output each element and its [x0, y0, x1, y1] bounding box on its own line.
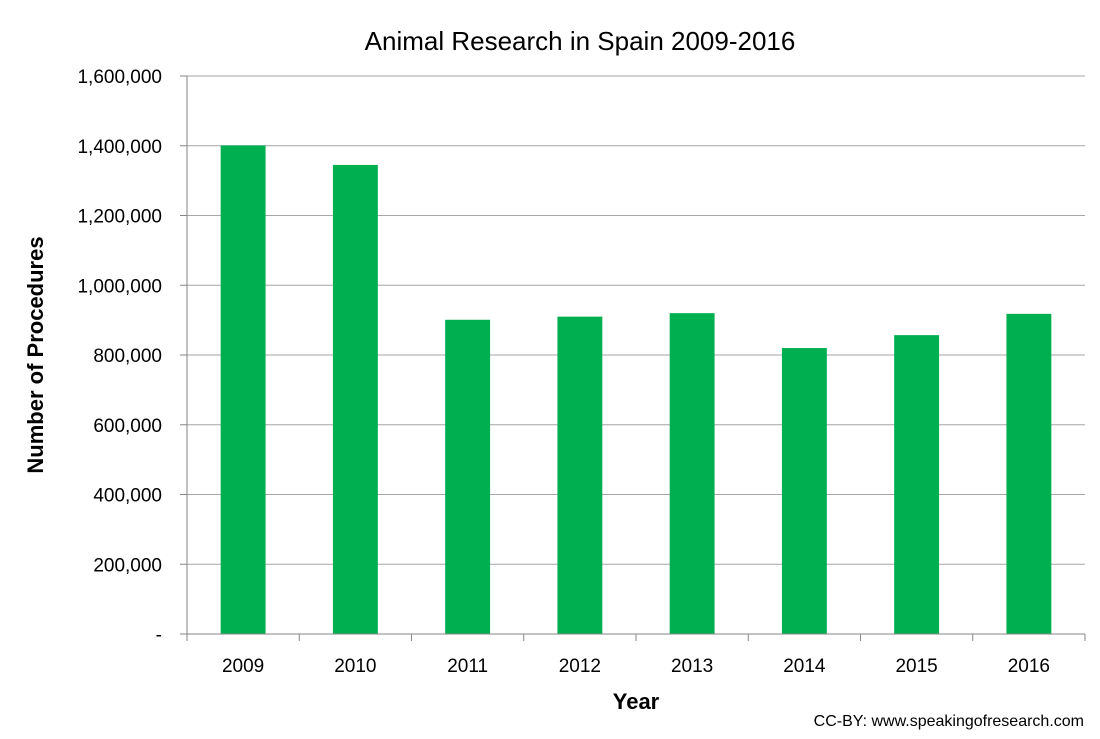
bar-2010: [332, 164, 378, 634]
bar-2014: [781, 348, 827, 634]
x-tick-label: 2016: [1008, 656, 1050, 677]
bars: [220, 145, 1052, 634]
bar-2013: [669, 313, 715, 634]
y-tick-label: -: [156, 625, 162, 646]
y-axis-ticks: - 200,000 400,000 600,000 800,000 1,000,000 1,…: [77, 67, 187, 646]
x-tick-label: 2014: [783, 656, 826, 677]
x-tick-label: 2010: [334, 656, 376, 677]
y-axis-title: Number of Procedures: [23, 236, 48, 473]
x-tick-label: 2012: [559, 656, 601, 677]
x-tick-label: 2009: [222, 656, 264, 677]
bar-2012: [557, 316, 603, 634]
y-tick-label: 800,000: [93, 346, 162, 367]
y-tick-label: 400,000: [93, 486, 162, 507]
bar-2016: [1006, 313, 1052, 634]
credit-text: CC-BY: www.speakingofresearch.com: [813, 713, 1084, 730]
x-axis-title: Year: [613, 689, 660, 714]
x-tick-label: 2015: [895, 656, 937, 677]
bar-2009: [220, 145, 266, 634]
x-tick-label: 2013: [671, 656, 713, 677]
x-tick-label: 2011: [447, 656, 488, 677]
y-tick-label: 1,000,000: [77, 276, 162, 297]
bar-2011: [445, 319, 491, 634]
y-tick-label: 1,200,000: [77, 207, 162, 228]
gridlines: [187, 75, 1085, 565]
x-axis-ticks: 2009 2010 2011 2012 2013 2014 2015 2016: [186, 634, 1086, 677]
chart-title: Animal Research in Spain 2009-2016: [365, 26, 796, 56]
y-tick-label: 200,000: [93, 555, 162, 576]
bar-2015: [894, 335, 940, 634]
y-tick-label: 1,600,000: [77, 67, 162, 88]
y-tick-label: 600,000: [93, 416, 162, 437]
y-tick-label: 1,400,000: [77, 137, 162, 158]
